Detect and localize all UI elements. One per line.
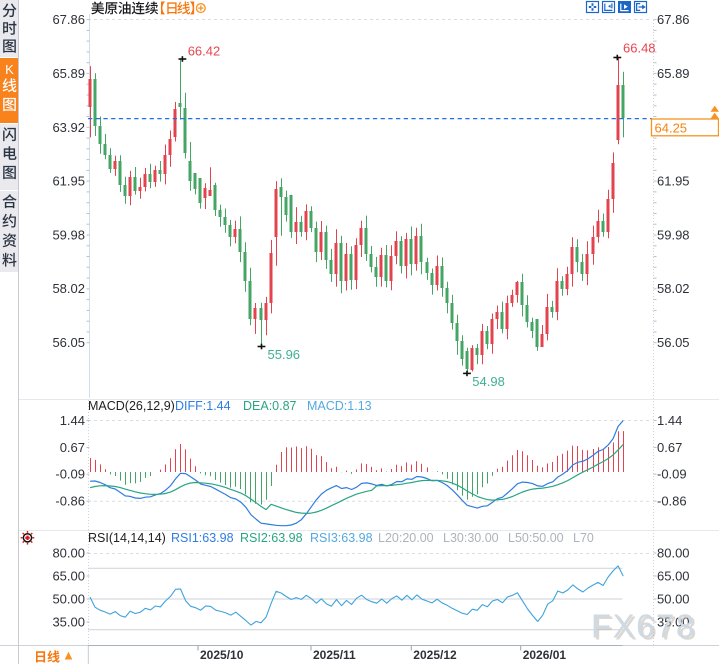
svg-text:56.05: 56.05: [657, 335, 690, 350]
svg-text:66.48: 66.48: [623, 41, 656, 56]
svg-text:RSI(14,14,14): RSI(14,14,14): [88, 531, 166, 545]
svg-text:35.00: 35.00: [52, 615, 85, 630]
svg-text:65.00: 65.00: [657, 569, 690, 584]
svg-text:K: K: [5, 62, 14, 77]
svg-text:FX678: FX678: [593, 610, 698, 647]
svg-text:DIFF:1.44: DIFF:1.44: [175, 399, 231, 413]
svg-text:-0.09: -0.09: [657, 467, 687, 482]
svg-text:65.00: 65.00: [52, 569, 85, 584]
svg-text:2025/10: 2025/10: [200, 648, 244, 662]
svg-text:67.86: 67.86: [52, 12, 85, 27]
svg-text:65.89: 65.89: [657, 66, 690, 81]
svg-text:-0.86: -0.86: [657, 494, 687, 509]
svg-text:58.02: 58.02: [52, 281, 85, 296]
svg-text:59.98: 59.98: [657, 228, 690, 243]
svg-text:67.86: 67.86: [657, 12, 690, 27]
svg-text:50.00: 50.00: [52, 592, 85, 607]
svg-text:1.44: 1.44: [60, 413, 85, 428]
svg-text:65.89: 65.89: [52, 66, 85, 81]
svg-text:-0.86: -0.86: [55, 494, 85, 509]
svg-text:RSI1:63.98: RSI1:63.98: [171, 531, 234, 545]
svg-text:MACD(26,12,9): MACD(26,12,9): [88, 399, 175, 413]
svg-text:L50:50.00: L50:50.00: [508, 531, 564, 545]
svg-text:54.98: 54.98: [472, 374, 505, 389]
svg-text:64.25: 64.25: [655, 120, 688, 135]
svg-text:59.98: 59.98: [52, 228, 85, 243]
svg-text:58.02: 58.02: [657, 281, 690, 296]
svg-text:2026/01: 2026/01: [523, 648, 567, 662]
svg-text:-0.09: -0.09: [55, 467, 85, 482]
svg-text:L20:20.00: L20:20.00: [378, 531, 434, 545]
svg-text:L30:30.00: L30:30.00: [443, 531, 499, 545]
svg-text:L70: L70: [573, 531, 594, 545]
svg-text:66.42: 66.42: [188, 44, 221, 59]
svg-text:61.95: 61.95: [52, 174, 85, 189]
svg-text:63.92: 63.92: [52, 120, 85, 135]
svg-text:56.05: 56.05: [52, 335, 85, 350]
svg-text:0.67: 0.67: [657, 440, 682, 455]
svg-text:35.00: 35.00: [657, 615, 690, 630]
svg-text:2025/12: 2025/12: [413, 648, 457, 662]
svg-text:55.96: 55.96: [268, 347, 301, 362]
svg-text:80.00: 80.00: [52, 546, 85, 561]
svg-text:MACD:1.13: MACD:1.13: [307, 399, 372, 413]
svg-text:RSI3:63.98: RSI3:63.98: [310, 531, 373, 545]
svg-text:50.00: 50.00: [657, 592, 690, 607]
svg-text:DEA:0.87: DEA:0.87: [243, 399, 297, 413]
svg-text:61.95: 61.95: [657, 174, 690, 189]
svg-text:80.00: 80.00: [657, 546, 690, 561]
svg-text:2025/11: 2025/11: [313, 648, 356, 662]
svg-text:1.44: 1.44: [657, 413, 682, 428]
svg-text:RSI2:63.98: RSI2:63.98: [240, 531, 303, 545]
svg-text:FX678: FX678: [591, 608, 696, 645]
svg-text:0.67: 0.67: [60, 440, 85, 455]
